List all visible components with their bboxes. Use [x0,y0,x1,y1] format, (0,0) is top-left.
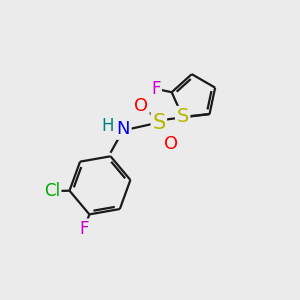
Text: H: H [101,117,114,135]
Text: Cl: Cl [44,182,60,200]
Text: N: N [117,120,130,138]
Text: F: F [151,80,160,98]
Text: O: O [134,97,148,115]
Text: S: S [176,107,189,126]
Text: S: S [152,113,166,134]
Text: F: F [80,220,89,238]
Text: O: O [164,135,178,153]
